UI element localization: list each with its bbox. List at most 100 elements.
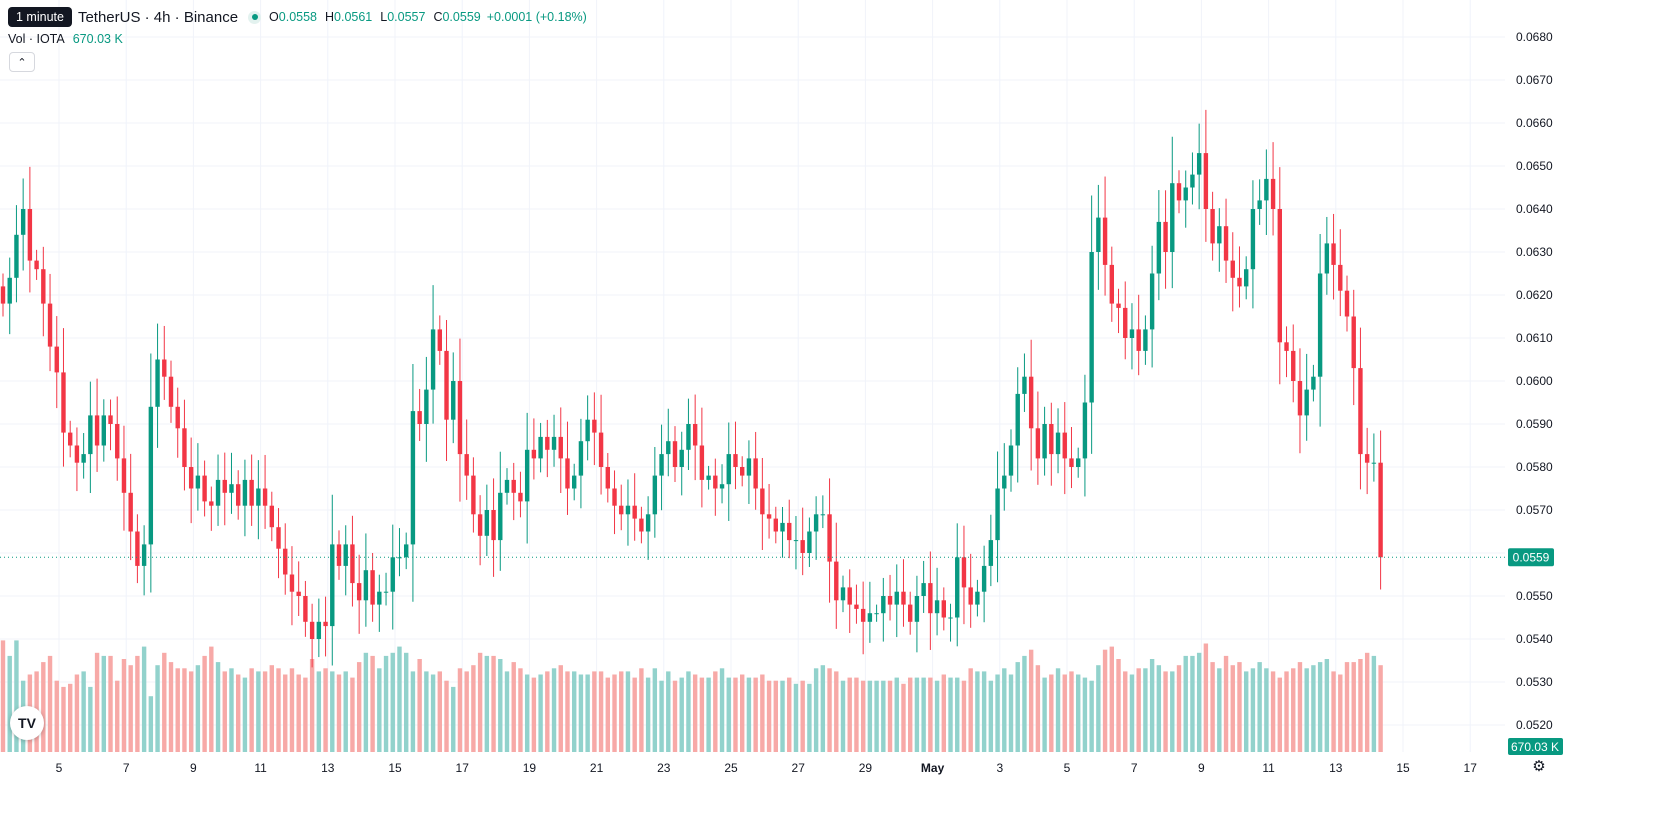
price-tick-label: 0.0600 <box>1516 374 1553 388</box>
volume-bar <box>1304 668 1309 752</box>
axis-badges: 0.0559 670.03 K <box>1508 548 1563 755</box>
volume-bar <box>1156 665 1162 752</box>
time-tick-label: 17 <box>456 761 470 775</box>
volume-bar <box>1317 662 1323 752</box>
volume-bar <box>1149 659 1155 752</box>
volume-bar <box>202 655 207 752</box>
volume-bar <box>1270 671 1276 752</box>
volume-bar <box>773 680 778 752</box>
price-tick-label: 0.0570 <box>1516 503 1553 517</box>
volume-bar <box>518 668 523 752</box>
volume-bar <box>1223 655 1229 752</box>
volume-bar <box>222 671 227 752</box>
candle-body <box>135 531 140 566</box>
candle-body <box>847 587 852 605</box>
volume-bar <box>625 671 631 752</box>
volume-bar <box>1250 668 1256 752</box>
volume-bar <box>834 671 839 752</box>
candle-body <box>1170 183 1175 252</box>
tradingview-logo-icon[interactable]: TV <box>10 706 44 740</box>
ohlc-low: L0.0557 <box>380 10 426 24</box>
volume-bar <box>269 665 274 752</box>
candle-body <box>1102 217 1108 265</box>
volume-label[interactable]: Vol · IOTA <box>8 32 65 46</box>
volume-bar <box>1378 665 1383 752</box>
candle-body <box>1136 329 1141 351</box>
candle-body <box>7 277 12 304</box>
candle-body <box>491 510 496 541</box>
candle-body <box>807 531 812 553</box>
candle-body <box>941 600 946 618</box>
candle-body <box>195 475 201 489</box>
volume-bar <box>343 671 348 752</box>
candle-body <box>437 329 442 351</box>
candle-body <box>1344 290 1350 317</box>
chart-grid <box>0 0 1505 752</box>
volume-bar <box>236 674 241 752</box>
candle-body <box>955 557 960 618</box>
candle-body <box>61 372 66 433</box>
symbol-legend: 1 minute TetherUS · 4h · Binance O0.0558… <box>8 6 587 28</box>
volume-bar <box>699 677 705 752</box>
volume-bar <box>7 655 12 752</box>
candle-body <box>1049 424 1054 455</box>
gear-icon[interactable]: ⚙ <box>1532 758 1546 775</box>
candle-body <box>209 501 214 506</box>
volume-bar <box>309 659 315 752</box>
volume-bar <box>585 674 590 752</box>
symbol-title[interactable]: TetherUS · 4h · Binance <box>77 8 239 26</box>
volume-bar <box>276 668 281 752</box>
candle-body <box>1250 209 1256 270</box>
time-axis[interactable]: 5 7 9 11 13 15 17 19 21 23 25 27 29 May 3 5 7 9 11 13 15 17 <box>56 761 1478 775</box>
candle-body <box>726 454 731 485</box>
candle-body <box>1190 174 1195 188</box>
candle-body <box>699 445 705 480</box>
candle-body <box>840 587 846 601</box>
candle-body <box>592 419 597 433</box>
volume-bar <box>1055 668 1061 752</box>
candle-body <box>645 514 651 532</box>
candle-body <box>54 346 59 373</box>
volume-bar <box>457 668 463 752</box>
candle-body <box>276 527 281 549</box>
candle-body <box>672 441 678 467</box>
volume-bar <box>1217 668 1222 752</box>
candle-body <box>229 484 234 493</box>
candle-body <box>632 505 637 519</box>
collapse-legend-button[interactable]: ⌃ <box>9 52 35 72</box>
candle-body <box>719 484 725 489</box>
candle-body <box>417 411 422 424</box>
candle-body <box>1378 462 1383 558</box>
volume-bar <box>1102 649 1108 752</box>
candle-body <box>88 415 93 455</box>
candle-body <box>94 415 100 446</box>
candle-body <box>733 454 738 467</box>
market-status-icon[interactable] <box>248 10 262 24</box>
volume-bar <box>0 640 6 752</box>
time-tick-label: 11 <box>1262 761 1275 775</box>
volume-bar <box>598 671 604 752</box>
volume-bar <box>928 677 933 752</box>
price-tick-label: 0.0640 <box>1516 202 1553 216</box>
volume-bar <box>1190 655 1195 752</box>
volume-bar <box>182 668 187 752</box>
volume-bar <box>1203 643 1209 752</box>
candle-body <box>1297 381 1303 416</box>
volume-bar <box>934 680 940 752</box>
candle-body <box>356 583 362 601</box>
volume-bar <box>1136 668 1141 752</box>
volume-bar <box>444 680 449 752</box>
volume-bar <box>1331 671 1336 752</box>
volume-bar <box>1049 674 1054 752</box>
volume-bar <box>981 671 987 752</box>
volume-bar <box>955 677 960 752</box>
price-axis[interactable]: 0.0680 0.0670 0.0660 0.0650 0.0640 0.0630 0.06… <box>1516 30 1553 732</box>
volume-bar <box>68 683 73 752</box>
volume-bar <box>54 680 59 752</box>
candle-body <box>101 415 106 446</box>
volume-bar <box>363 652 369 752</box>
candle-body <box>323 621 328 627</box>
candle-body <box>1008 445 1014 476</box>
volume-bar <box>612 674 617 752</box>
